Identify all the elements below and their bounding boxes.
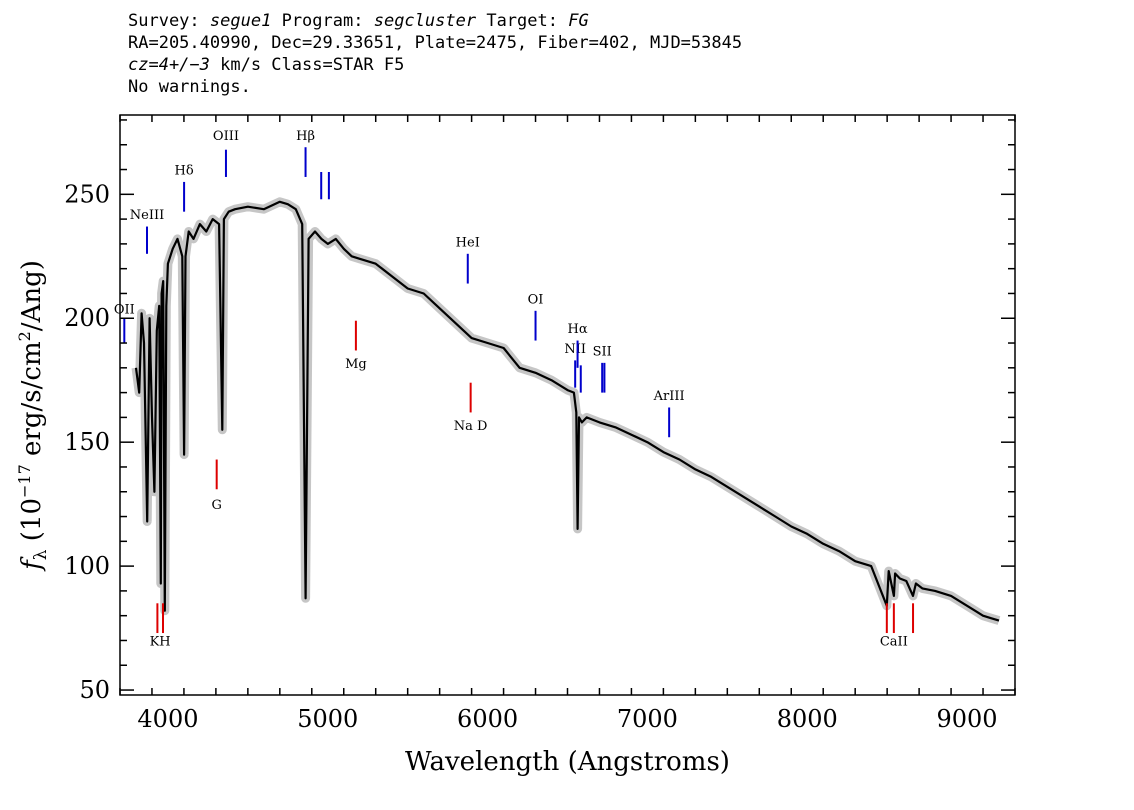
emission-line-label: ArIII [653,389,685,404]
y-axis-end: /Ang) [17,260,47,331]
y-axis-exp: −17 [15,464,34,498]
y-tick-label: 50 [79,676,110,704]
redshift-value: cz=4+/−3 [128,55,210,75]
emission-line-label: NeIII [130,208,164,223]
header-line-1: Survey: segue1 Program: segcluster Targe… [128,10,742,32]
plot-frame [119,114,1016,696]
x-tick-label: 6000 [457,705,518,733]
x-tick-label: 9000 [937,705,998,733]
x-tick-label: 7000 [617,705,678,733]
y-tick-label: 100 [64,552,110,580]
survey-label: Survey: [128,11,200,31]
absorption-line-label: CaII [880,634,908,649]
y-tick-label: 150 [64,428,110,456]
header-line-2: RA=205.40990, Dec=29.33651, Plate=2475, … [128,33,743,53]
emission-line-label: SII [593,344,612,359]
emission-line-label: OI [528,292,544,307]
absorption-line-label: KH [150,634,171,649]
emission-line-label: HeI [456,235,480,250]
spectrum-series [134,200,1000,622]
header-line-3: cz=4+/−3 km/s Class=STAR F5 [128,54,742,76]
program-label: Program: [281,11,364,31]
y-tick-label: 250 [64,180,110,208]
survey-value: segue1 [209,11,272,31]
y-axis-lambda: λ [31,549,51,560]
emission-line-label: Hβ [296,129,315,144]
program-value: segcluster [373,11,477,31]
absorption-line-label: Mg [345,357,367,372]
absorption-line-label: G [211,498,221,513]
axes: 4000 5000 6000 7000 8000 9000 50 100 150 200 250 [64,114,1016,733]
target-value: FG [568,11,589,31]
emission-line-label: OII [114,302,135,317]
y-tick-label: 200 [64,304,110,332]
x-tick-label: 4000 [137,705,198,733]
class-value: km/s Class=STAR F5 [209,55,405,75]
absorption-line-label: Na D [454,419,488,434]
y-axis-title: fλ (10−17 erg/s/cm2/Ang) [15,260,51,572]
emission-line-label: Hα [568,322,588,337]
error-envelope [131,197,1001,625]
x-axis-title: Wavelength (Angstroms) [405,747,730,777]
emission-line-label: NII [564,342,586,357]
x-tick-label: 5000 [297,705,358,733]
emission-line-label: Hδ [175,163,194,178]
line-markers: OII NeIII Hδ OIII Hβ HeI OI NII Hα SII ArIII KH G Mg N… [114,129,915,649]
error-band [131,197,1001,625]
emission-line-label: OIII [213,129,239,144]
spectrum-line [134,200,1000,622]
target-label: Target: [486,11,558,31]
y-axis-mid: (10 [17,498,47,550]
x-tick-label: 8000 [777,705,838,733]
y-axis-units: erg/s/cm [17,341,47,464]
y-axis-exp2: 2 [15,331,34,341]
spectrum-header: Survey: segue1 Program: segcluster Targe… [128,10,742,98]
header-line-4: No warnings. [128,77,251,97]
